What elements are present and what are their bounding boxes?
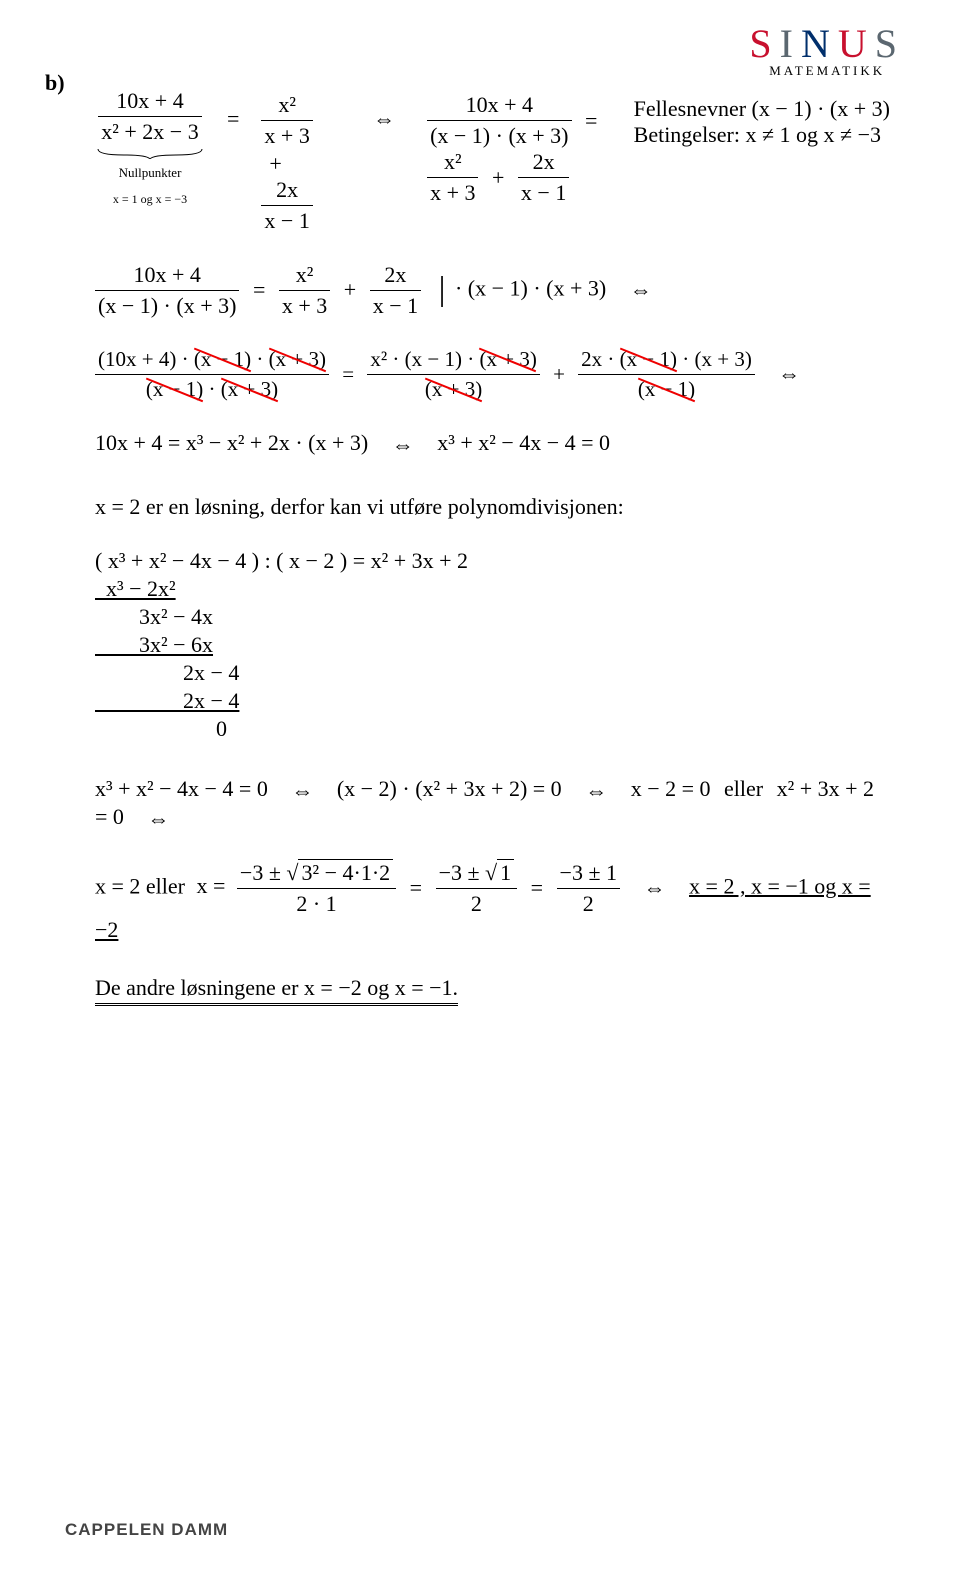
t1b-den: x + 3 [427, 178, 478, 206]
l3-r2a: 2x · [581, 347, 614, 371]
poly-r1: 3x² − 4x [95, 604, 890, 630]
factored-zero: x³ + x² − 4x − 4 = 0 [95, 776, 268, 801]
r2-den: (x − 1) · (x + 3) [95, 291, 239, 319]
nullpunkter-sub: x = 1 og x = −3 [113, 192, 187, 206]
cubic-text: x³ + x² − 4x − 4 = 0 [437, 430, 610, 455]
brand-logo: SINUS MATEMATIKK [749, 20, 905, 79]
poly-r5: 0 [95, 716, 890, 742]
poly-header: ( x³ + x² − 4x − 4 ) : ( x − 2 ) = x² + … [95, 548, 890, 574]
equation-row-1: 10x + 4 x² + 2x − 3 Nullpunkter x = 1 og… [95, 88, 890, 234]
either-word: eller [716, 776, 771, 801]
t1-num: x² [261, 92, 312, 121]
qn3: −3 ± 1 [557, 860, 620, 889]
conditions-block: Fellesnevner (x − 1) · (x + 3) Betingels… [634, 88, 890, 148]
polynomial-division: ( x³ + x² − 4x − 4 ) : ( x − 2 ) = x² + … [95, 548, 890, 742]
eq1b-num: 10x + 4 [427, 92, 571, 121]
quad-lead: x = 2 eller [95, 873, 185, 898]
other-solutions-text: De andre løsningene er x = −2 og x = −1. [95, 975, 458, 1006]
r2-t1d: x + 3 [279, 291, 330, 319]
r2-t2d: x − 1 [370, 291, 421, 319]
t2-num: 2x [261, 177, 312, 206]
betingelser-text: Betingelser: x ≠ 1 og x ≠ −3 [634, 122, 890, 148]
t2-den: x − 1 [261, 206, 312, 234]
other-solutions: De andre løsningene er x = −2 og x = −1. [95, 975, 890, 1001]
eq1-lhs-num: 10x + 4 [98, 88, 201, 117]
eq1-lhs-den: x² + 2x − 3 [98, 117, 201, 145]
factored-form: (x − 2) · (x² + 3x + 2) = 0 [337, 776, 562, 801]
poly-r2: 3x² − 6x [95, 632, 213, 657]
equation-row-2: 10x + 4 (x − 1) · (x + 3) = x² x + 3 + 2… [95, 262, 890, 319]
t1b-num: x² [427, 149, 478, 178]
problem-label: b) [45, 70, 65, 96]
brand-subtitle: MATEMATIKK [749, 63, 905, 79]
multiply-both-sides: · (x − 1) · (x + 3) [455, 276, 606, 301]
equation-simplified: 10x + 4 = x³ − x² + 2x · (x + 3) ⇔ x³ + … [95, 430, 890, 458]
t1-den: x + 3 [261, 121, 312, 149]
poly-r4: 2x − 4 [95, 688, 239, 713]
l3-r1a: x² · (x − 1) · [370, 347, 474, 371]
qd3: 2 [557, 889, 620, 917]
t2b-num: 2x [518, 149, 569, 178]
qd1: 2 · 1 [237, 889, 396, 917]
equation-row-3: (10x + 4) · (x − 1) · (x + 3) (x − 1) · … [95, 347, 890, 402]
r2-t1n: x² [279, 262, 330, 291]
fellesnevner-text: Fellesnevner (x − 1) · (x + 3) [634, 96, 890, 122]
factored-line: x³ + x² − 4x − 4 = 0 ⇔ (x − 2) · (x² + 3… [95, 776, 890, 832]
nullpunkter-label: Nullpunkter [119, 165, 182, 180]
simplified-text: 10x + 4 = x³ − x² + 2x · (x + 3) [95, 430, 368, 455]
x-eq: x = [191, 873, 232, 898]
polynomial-note: x = 2 er en løsning, derfor kan vi utfør… [95, 494, 890, 520]
publisher-logo: CAPPELEN DAMM [65, 1520, 228, 1540]
eq1b-den: (x − 1) · (x + 3) [427, 121, 571, 149]
t2b-den: x − 1 [518, 178, 569, 206]
either-1: x − 2 = 0 [631, 776, 711, 801]
l3-ln-a: (10x + 4) · [98, 347, 189, 371]
r2-t2n: 2x [370, 262, 421, 291]
quadratic-line: x = 2 eller x = −3 ± 3² − 4·1·2 2 · 1 = … [95, 860, 890, 943]
l3-r2b: · (x + 3) [682, 347, 752, 371]
poly-r3: 2x − 4 [95, 660, 890, 686]
poly-r0: x³ − 2x² [95, 576, 176, 601]
qd2: 2 [436, 889, 518, 917]
r2-num: 10x + 4 [95, 262, 239, 291]
